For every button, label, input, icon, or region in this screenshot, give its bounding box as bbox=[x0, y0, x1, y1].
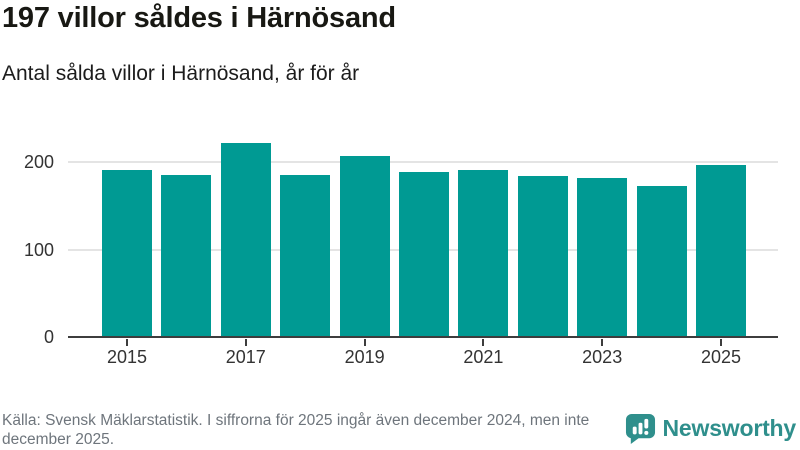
x-tick-2021 bbox=[482, 339, 485, 346]
bar-2017 bbox=[220, 143, 271, 337]
bar-2022 bbox=[517, 176, 568, 337]
newsworthy-wordmark: Newsworthy bbox=[662, 415, 797, 441]
x-axis-label-2019: 2019 bbox=[344, 347, 385, 367]
bar-2020 bbox=[399, 171, 449, 337]
x-axis-label-2021: 2021 bbox=[463, 347, 504, 367]
x-tick-2023 bbox=[601, 339, 604, 346]
x-tick-2025 bbox=[720, 339, 722, 346]
bar-2019 bbox=[339, 156, 390, 337]
chart-subtitle: Antal sålda villor i Härnösand, år för å… bbox=[2, 62, 360, 85]
x-tick-2015 bbox=[126, 339, 128, 346]
newsworthy-logo: Newsworthy bbox=[625, 413, 796, 444]
x-axis-line bbox=[68, 336, 778, 338]
x-tick-2017 bbox=[244, 339, 247, 346]
source-note: Källa: Svensk Mäklarstatistik. I siffror… bbox=[2, 412, 590, 448]
plot-area bbox=[68, 140, 778, 338]
bar-2016 bbox=[161, 174, 212, 337]
bar-2018 bbox=[280, 174, 331, 337]
x-tick-2019 bbox=[363, 339, 366, 346]
y-axis-label-0: 0 bbox=[43, 327, 54, 347]
bar-2015 bbox=[102, 170, 152, 337]
x-axis-label-2015: 2015 bbox=[106, 347, 148, 367]
gridline-200 bbox=[68, 161, 778, 164]
y-axis-label-100: 100 bbox=[23, 239, 54, 260]
y-axis-label-200: 200 bbox=[23, 152, 54, 173]
x-axis-label-2023: 2023 bbox=[582, 347, 623, 367]
newsworthy-speech-bubble-icon bbox=[625, 413, 655, 444]
x-axis-label-2017: 2017 bbox=[225, 347, 266, 367]
bar-2024 bbox=[636, 185, 687, 337]
bar-2023 bbox=[577, 178, 628, 337]
bar-2025 bbox=[696, 164, 746, 337]
bar-2021 bbox=[458, 170, 509, 337]
x-axis-label-2025: 2025 bbox=[700, 347, 742, 367]
chart-title: 197 villor såldes i Härnösand bbox=[2, 2, 396, 34]
